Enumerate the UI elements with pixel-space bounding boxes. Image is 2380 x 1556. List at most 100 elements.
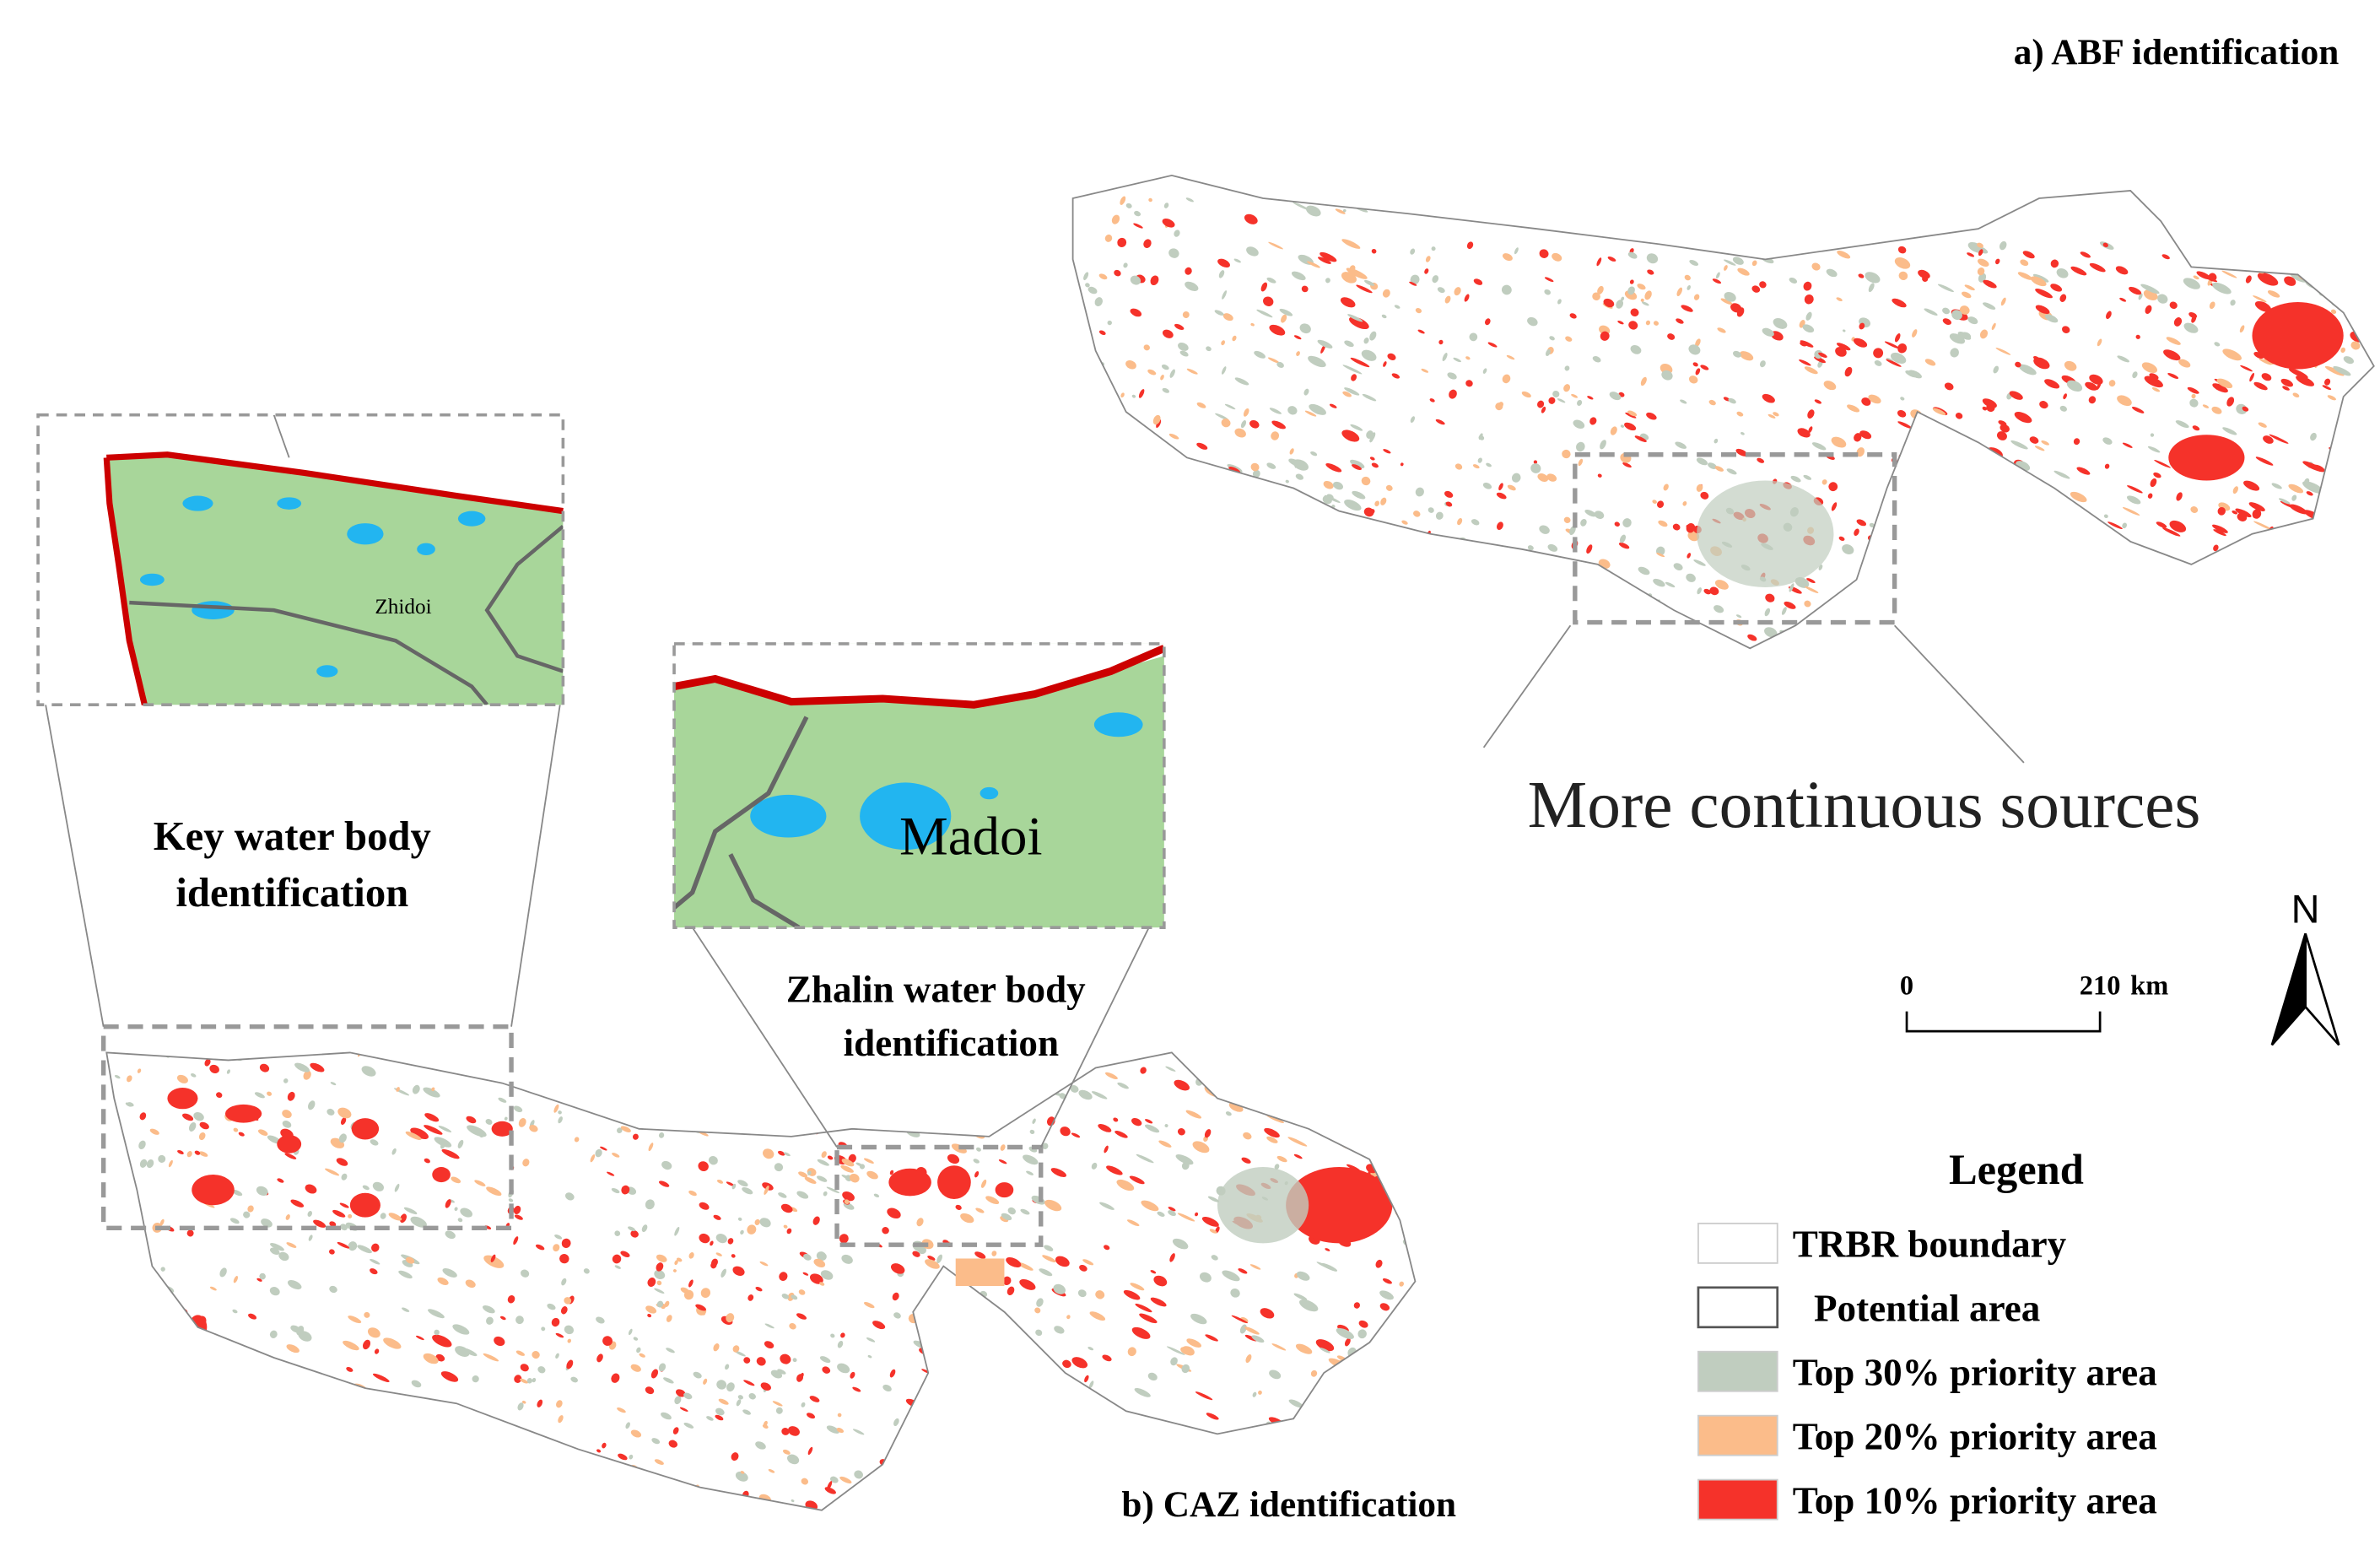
patch — [507, 1294, 515, 1304]
patch — [1023, 1154, 1039, 1165]
patch — [688, 1252, 694, 1259]
patch — [1628, 321, 1638, 330]
patch — [827, 1155, 834, 1160]
patch — [1465, 593, 1476, 602]
patch — [1724, 291, 1736, 302]
patch — [1681, 305, 1693, 312]
patch — [1249, 419, 1260, 429]
patch — [827, 1481, 833, 1490]
patch — [1434, 571, 1441, 579]
patch — [277, 1178, 284, 1183]
patch — [165, 1052, 171, 1058]
patch — [537, 1366, 546, 1374]
patch — [2151, 566, 2168, 575]
patch — [2348, 503, 2361, 510]
patch — [942, 1412, 950, 1418]
patch — [747, 1294, 754, 1301]
patch — [735, 1471, 748, 1482]
patch — [1177, 1128, 1185, 1136]
patch — [1634, 435, 1647, 442]
patch — [734, 1350, 746, 1357]
patch — [2063, 393, 2067, 400]
patch — [996, 1376, 1007, 1386]
patch — [768, 1469, 775, 1473]
patch — [1982, 406, 1988, 411]
patch — [1275, 1095, 1293, 1107]
patch — [852, 1429, 865, 1435]
patch — [1322, 1382, 1334, 1391]
patch — [1104, 1245, 1110, 1251]
patch — [1751, 260, 1757, 267]
patch — [1807, 409, 1815, 419]
patch — [269, 1330, 278, 1338]
patch — [1557, 299, 1562, 305]
patch — [1409, 281, 1417, 286]
patch — [1584, 509, 1597, 517]
patch — [1410, 632, 1416, 637]
patch — [672, 1107, 676, 1111]
patch — [778, 1192, 787, 1198]
patch — [1808, 426, 1813, 433]
patch — [1859, 322, 1865, 330]
patch — [1303, 1084, 1309, 1092]
patch — [826, 1425, 839, 1434]
patch — [338, 1133, 347, 1143]
patch — [892, 1292, 899, 1301]
inset-border — [673, 645, 1166, 709]
patch — [668, 1440, 678, 1448]
highlight-box — [1573, 452, 1897, 625]
patch — [227, 1374, 234, 1379]
patch — [949, 1461, 965, 1472]
patch — [1079, 1264, 1087, 1272]
patch — [1472, 464, 1480, 469]
patch — [2023, 579, 2030, 585]
patch — [199, 1121, 209, 1130]
patch — [1735, 448, 1748, 457]
patch — [548, 1085, 555, 1095]
patch — [272, 1375, 282, 1384]
patch — [1530, 463, 1541, 473]
patch — [630, 1429, 642, 1438]
patch — [267, 1091, 273, 1096]
patch — [2310, 432, 2317, 441]
patch — [410, 1216, 427, 1228]
patch — [285, 1214, 290, 1220]
patch — [1078, 364, 1087, 371]
patch — [1399, 1383, 1416, 1393]
patch — [564, 1192, 575, 1201]
patch — [1478, 433, 1483, 440]
patch — [307, 1211, 312, 1217]
patch — [2193, 275, 2199, 280]
patch — [106, 1267, 114, 1272]
patch — [2225, 260, 2242, 268]
patch — [719, 1118, 731, 1126]
patch — [1814, 628, 1825, 634]
patch — [2306, 491, 2313, 496]
patch — [2353, 242, 2364, 251]
patch — [2145, 555, 2161, 566]
patch — [995, 1182, 1014, 1198]
patch — [2345, 274, 2361, 284]
patch — [2242, 406, 2249, 412]
patch — [137, 1068, 142, 1073]
patch — [1789, 277, 1798, 284]
patch — [1687, 530, 1700, 542]
patch — [943, 1310, 953, 1316]
patch — [1793, 632, 1805, 644]
patch — [1322, 494, 1333, 505]
patch — [2080, 547, 2093, 559]
patch — [154, 1329, 165, 1337]
patch — [1625, 412, 1637, 419]
patch — [638, 1481, 645, 1489]
patch — [909, 1472, 925, 1484]
patch — [1175, 1154, 1194, 1165]
patch — [1293, 1153, 1303, 1159]
patch — [286, 1344, 300, 1353]
patch — [675, 1389, 686, 1397]
patch — [1444, 295, 1451, 304]
patch — [2258, 301, 2269, 311]
patch — [1374, 500, 1380, 507]
patch — [1116, 423, 1125, 429]
patch — [325, 1168, 340, 1176]
